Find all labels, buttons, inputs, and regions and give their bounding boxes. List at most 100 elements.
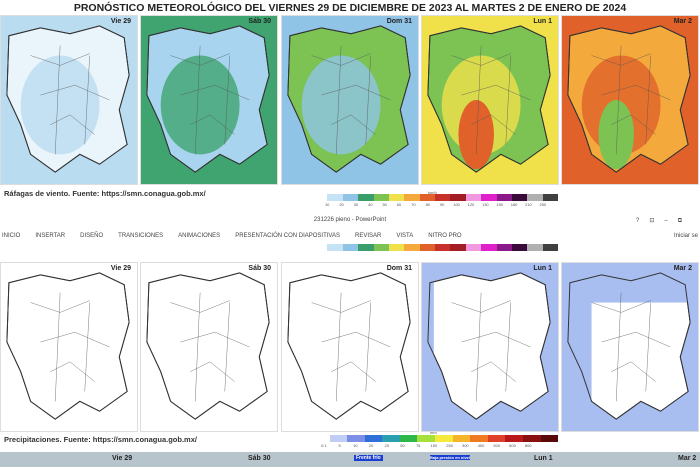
colorbar-swatch — [542, 194, 558, 201]
day-label: Lun 1 — [533, 265, 552, 272]
colorbar-swatch — [522, 435, 541, 442]
colorbar-swatch — [404, 244, 420, 251]
day-label: Dom 31 — [386, 265, 412, 272]
colorbar-tick: 80 — [425, 202, 431, 207]
strip-label: Vie 29 — [112, 455, 133, 462]
precip-map-panel: Lun 1 — [421, 262, 559, 432]
colorbar-swatch — [373, 194, 389, 201]
colorbar-swatch — [470, 435, 488, 442]
colorbar-swatch — [388, 244, 405, 251]
day-label: Dom 31 — [386, 18, 412, 25]
page-title: PRONÓSTICO METEOROLÓGICO DEL VIERNES 29 … — [73, 2, 627, 14]
ribbon-tab[interactable]: REVISAR — [354, 233, 382, 239]
colorbar-swatch — [527, 194, 543, 201]
colorbar-swatch — [465, 194, 482, 201]
colorbar-swatch — [388, 194, 405, 201]
colorbar-tick: 500 — [493, 443, 501, 448]
colorbar-tick: 10 — [324, 202, 330, 207]
colorbar-swatch — [481, 244, 497, 251]
ribbon-tab[interactable]: TRANSICIONES — [118, 233, 164, 239]
colorbar-tick: 30 — [353, 202, 359, 207]
colorbar-swatch — [312, 435, 330, 442]
day-label: Mar 2 — [673, 18, 692, 25]
window-controls[interactable]: ?⊡–⧉ — [0, 217, 700, 225]
colorbar-tick: 210 — [525, 202, 532, 207]
colorbar-tick: 10 — [353, 443, 358, 448]
colorbar-tick: 250 — [539, 202, 547, 207]
wind-map-panel: Mar 2 — [561, 15, 699, 185]
ribbon-tab[interactable]: ANIMACIONES — [178, 233, 221, 239]
state-map-outline — [427, 25, 551, 173]
colorbar-swatch — [435, 244, 451, 251]
colorbar-tick: 70 — [411, 202, 416, 207]
colorbar-swatch — [542, 244, 558, 251]
colorbar-swatch — [435, 435, 453, 442]
colorbar-swatch — [382, 435, 400, 442]
colorbar-tick: 130 — [481, 202, 489, 207]
colorbar-swatch — [417, 435, 436, 442]
day-label: Sáb 30 — [248, 265, 271, 272]
colorbar-tick: 150 — [430, 443, 438, 448]
precip-colorbar — [312, 435, 559, 442]
window-control-button[interactable]: – — [664, 218, 678, 224]
precip-colorbar-ticks: 0.1 5 10 20 25 50 75 150 250 300 400 500 600 800 — [316, 443, 536, 448]
powerpoint-window-title: 231226 pieno - PowerPoint — [313, 217, 387, 223]
state-map-outline — [287, 25, 411, 173]
low-pressure-label: Baja presión en niveles medios y altos — [430, 455, 470, 460]
colorbar-tick: 150 — [496, 202, 504, 207]
precip-unit: mm — [430, 430, 437, 435]
wind-caption: Ráfagas de viento. Fuente: https://smn.c… — [4, 189, 206, 198]
colorbar-swatch — [505, 435, 523, 442]
day-label: Lun 1 — [533, 18, 552, 25]
colorbar-swatch — [327, 244, 343, 251]
window-control-button[interactable]: ⊡ — [649, 218, 665, 224]
wind-colorbar-ticks: 10 20 30 40 50 60 70 80 90 100 120 130 150 180 210 250 — [320, 202, 550, 207]
precip-map-panel: Vie 29 — [0, 262, 138, 432]
colorbar-tick: 600 — [509, 443, 516, 448]
colorbar-swatch — [373, 244, 389, 251]
ribbon-tab[interactable]: INSERTAR — [35, 233, 66, 239]
state-map-outline — [146, 272, 270, 420]
ribbon-tab[interactable]: VISTA — [396, 233, 414, 239]
ribbon-tab[interactable]: DISEÑO — [80, 233, 104, 239]
wind-map-panel: Lun 1 — [421, 15, 559, 185]
colorbar-swatch — [399, 435, 418, 442]
state-map-outline — [146, 25, 270, 173]
window-control-button[interactable]: ? — [635, 218, 650, 224]
colorbar-tick: 400 — [477, 443, 485, 448]
colorbar-tick: 90 — [439, 202, 445, 207]
state-map-outline — [567, 25, 691, 173]
ribbon-tab[interactable]: PRESENTACIÓN CON DIAPOSITIVAS — [235, 233, 340, 239]
colorbar-tick: 800 — [524, 443, 532, 448]
window-control-button[interactable]: ⧉ — [677, 218, 692, 224]
strip-label: Sáb 30 — [248, 455, 271, 462]
colorbar-swatch — [511, 244, 528, 251]
strip-label: Mar 2 — [678, 455, 697, 462]
colorbar-swatch — [465, 244, 482, 251]
colorbar-swatch — [527, 244, 543, 251]
day-label: Sáb 30 — [248, 18, 271, 25]
state-map-outline — [287, 272, 411, 420]
colorbar-swatch — [404, 194, 420, 201]
colorbar-tick: 60 — [396, 202, 402, 207]
colorbar-swatch — [481, 194, 497, 201]
colorbar-swatch — [329, 435, 348, 442]
colorbar-swatch — [496, 194, 512, 201]
colorbar-swatch — [419, 244, 435, 251]
colorbar-swatch — [450, 194, 466, 201]
sign-in-link[interactable]: Iniciar se — [673, 233, 698, 239]
state-map-outline — [6, 272, 130, 420]
colorbar-tick: 20 — [368, 443, 374, 448]
precip-map-panel: Mar 2 — [561, 262, 699, 432]
precip-caption: Precipitaciones. Fuente: https://smn.con… — [4, 435, 197, 444]
colorbar-swatch — [450, 244, 466, 251]
ribbon-tab[interactable]: INICIO — [2, 233, 21, 239]
colorbar-swatch — [419, 194, 435, 201]
colorbar-tick: 120 — [467, 202, 475, 207]
state-map-outline — [6, 25, 130, 173]
ribbon-tab[interactable]: NITRO PRO — [428, 233, 462, 239]
colorbar-swatch — [487, 435, 506, 442]
front-label: Frente frío — [354, 455, 383, 461]
colorbar-swatch — [342, 244, 359, 251]
colorbar-tick: 75 — [415, 443, 421, 448]
